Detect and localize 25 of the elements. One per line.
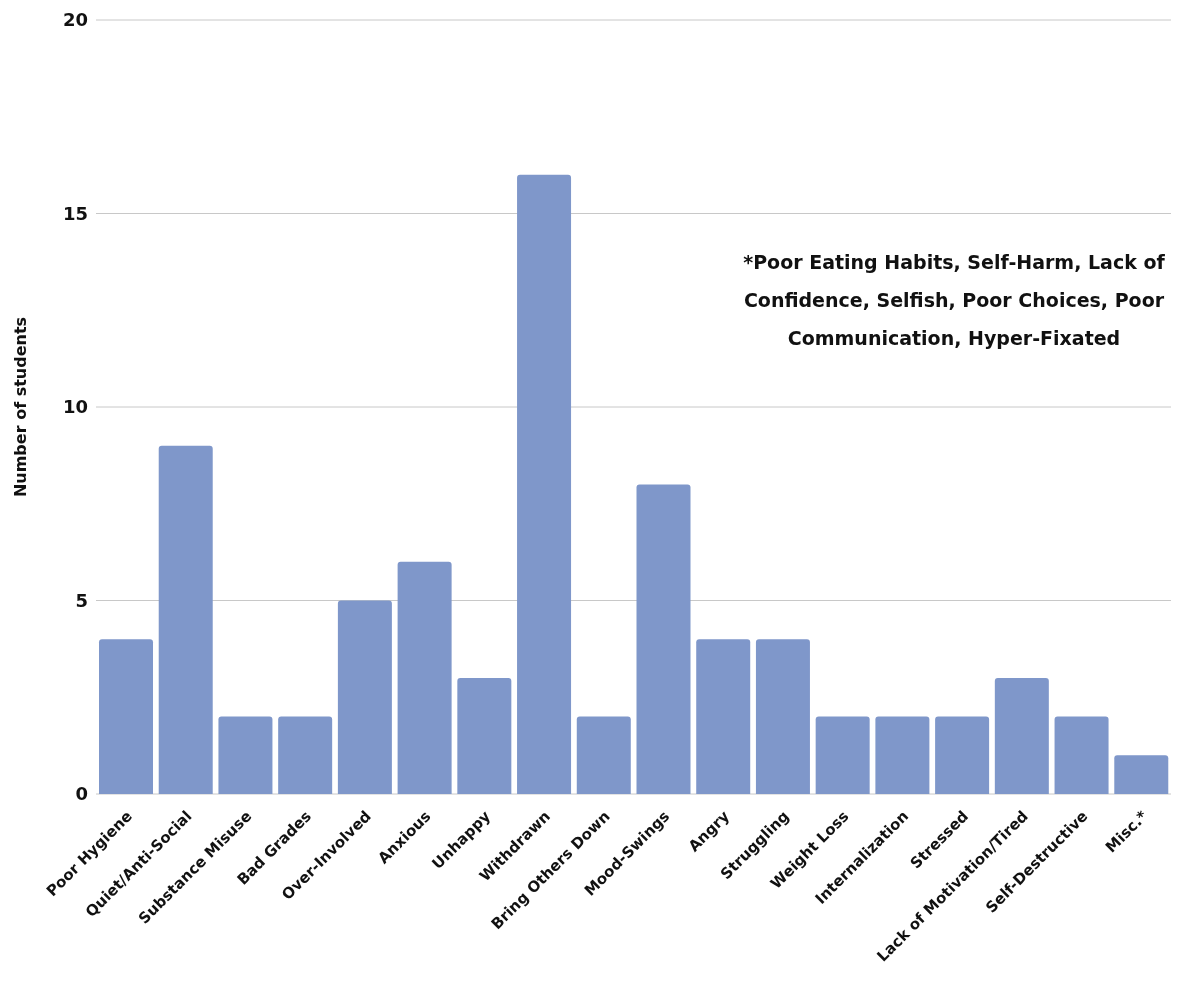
annotation: *Poor Eating Habits, Self-Harm, Lack of Confidence, Selfish, Poor Choices, Poor Communication, Hyper-Fixated [742, 250, 1166, 351]
y-tick-label: 20 [62, 9, 88, 31]
bar [278, 716, 333, 794]
bar [158, 445, 213, 794]
bar [576, 716, 631, 794]
bar [337, 600, 392, 794]
y-tick-label: 15 [62, 202, 88, 224]
y-tick-label: 10 [62, 396, 88, 418]
bar [1054, 716, 1109, 794]
bar [397, 561, 452, 794]
bar [994, 677, 1049, 794]
bar [696, 639, 751, 794]
bar [636, 484, 691, 794]
bar [1114, 755, 1169, 794]
bar [935, 716, 990, 794]
bar [99, 639, 153, 794]
bar [755, 639, 810, 794]
y-tick-label: 5 [75, 589, 88, 611]
bar [815, 716, 870, 794]
bar [457, 677, 512, 794]
bar [517, 174, 572, 794]
bar [218, 716, 273, 794]
bar [875, 716, 930, 794]
y-tick-label: 0 [75, 783, 88, 805]
y-axis-title: Number of students [10, 316, 30, 498]
